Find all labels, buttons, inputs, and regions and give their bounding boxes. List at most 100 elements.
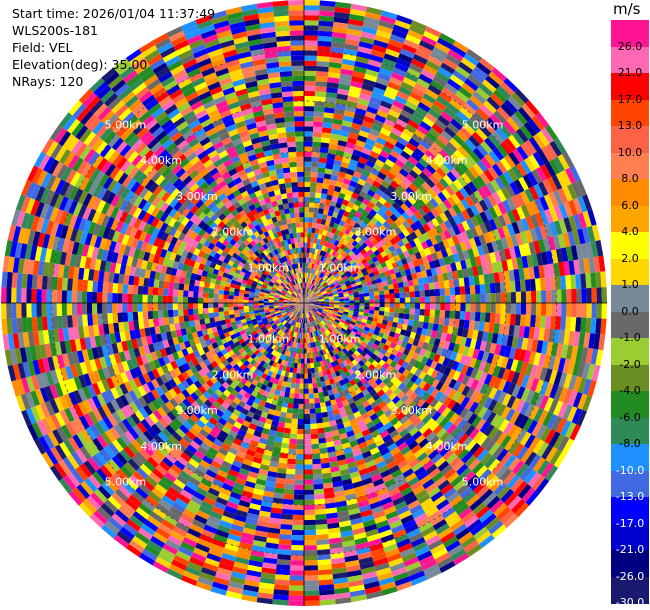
velocity-gate bbox=[338, 296, 345, 300]
velocity-gate bbox=[316, 544, 330, 551]
velocity-gate bbox=[374, 34, 390, 44]
velocity-gate bbox=[562, 404, 573, 421]
velocity-gate bbox=[392, 163, 402, 173]
velocity-gate bbox=[320, 289, 326, 293]
velocity-gate bbox=[328, 260, 334, 267]
velocity-gate bbox=[512, 131, 525, 146]
velocity-gate bbox=[388, 132, 400, 142]
velocity-gate bbox=[279, 534, 292, 540]
velocity-gate bbox=[541, 444, 554, 460]
velocity-gate bbox=[468, 166, 480, 179]
velocity-gate bbox=[347, 213, 355, 220]
velocity-gate bbox=[478, 199, 489, 212]
velocity-gate bbox=[391, 127, 403, 137]
velocity-gate bbox=[334, 11, 350, 19]
velocity-gate bbox=[330, 133, 340, 140]
velocity-gate bbox=[384, 294, 390, 299]
velocity-gate bbox=[328, 293, 334, 297]
velocity-gate bbox=[304, 232, 308, 238]
velocity-gate bbox=[394, 293, 400, 299]
velocity-gate bbox=[426, 343, 434, 352]
velocity-gate bbox=[343, 323, 349, 329]
velocity-gate bbox=[518, 268, 525, 281]
velocity-gate bbox=[407, 248, 415, 256]
velocity-gate bbox=[310, 291, 315, 296]
velocity-gate bbox=[384, 158, 395, 168]
velocity-gate bbox=[325, 278, 331, 283]
velocity-gate bbox=[325, 314, 331, 319]
velocity-gate bbox=[404, 303, 411, 309]
velocity-gate bbox=[292, 514, 304, 521]
velocity-gate bbox=[475, 381, 484, 393]
velocity-gate bbox=[304, 15, 320, 21]
velocity-gate bbox=[516, 206, 526, 220]
velocity-gate bbox=[484, 385, 494, 397]
velocity-gate bbox=[308, 305, 313, 309]
velocity-gate bbox=[304, 186, 311, 193]
velocity-gate bbox=[309, 303, 315, 305]
velocity-gate bbox=[520, 388, 531, 402]
velocity-gate bbox=[304, 429, 311, 435]
velocity-gate bbox=[423, 247, 432, 256]
velocity-gate bbox=[382, 123, 394, 132]
velocity-gate bbox=[395, 271, 402, 279]
velocity-gate bbox=[505, 184, 516, 198]
velocity-gate bbox=[314, 202, 320, 209]
velocity-gate bbox=[310, 285, 315, 290]
velocity-gate bbox=[317, 427, 325, 434]
velocity-gate bbox=[378, 216, 387, 225]
velocity-gate bbox=[426, 220, 436, 230]
velocity-gate bbox=[304, 555, 318, 561]
velocity-gate bbox=[348, 310, 354, 314]
velocity-gate bbox=[309, 202, 315, 208]
velocity-gate bbox=[304, 126, 314, 132]
velocity-gate bbox=[544, 429, 556, 445]
velocity-gate bbox=[595, 349, 604, 366]
velocity-gate bbox=[322, 122, 333, 129]
velocity-gate bbox=[304, 580, 319, 586]
velocity-gate bbox=[465, 229, 474, 240]
velocity-gate bbox=[304, 299, 308, 303]
velocity-gate bbox=[475, 87, 490, 101]
velocity-gate bbox=[329, 283, 335, 288]
velocity-gate bbox=[367, 155, 378, 164]
velocity-gate bbox=[471, 131, 485, 145]
velocity-gate bbox=[281, 508, 294, 515]
velocity-gate bbox=[311, 292, 316, 297]
velocity-gate bbox=[402, 281, 409, 288]
velocity-gate bbox=[529, 228, 539, 242]
velocity-gate bbox=[402, 128, 414, 138]
velocity-gate bbox=[280, 524, 293, 530]
velocity-gate bbox=[339, 243, 346, 250]
velocity-gate bbox=[300, 373, 304, 379]
velocity-gate bbox=[338, 78, 352, 86]
velocity-gate bbox=[342, 289, 348, 293]
velocity-gate bbox=[308, 268, 312, 274]
velocity-gate bbox=[314, 96, 326, 103]
velocity-gate bbox=[304, 393, 309, 399]
velocity-gate bbox=[339, 237, 346, 244]
velocity-gate bbox=[541, 303, 547, 316]
velocity-gate bbox=[304, 101, 315, 107]
velocity-gate bbox=[450, 295, 456, 303]
velocity-gate bbox=[306, 288, 309, 294]
velocity-gate bbox=[312, 131, 322, 138]
velocity-gate bbox=[553, 138, 567, 154]
velocity-gate bbox=[286, 407, 293, 414]
velocity-gate bbox=[310, 258, 314, 264]
velocity-gate bbox=[536, 149, 549, 165]
velocity-gate bbox=[345, 142, 356, 150]
velocity-gate bbox=[378, 196, 387, 205]
velocity-gate bbox=[442, 272, 449, 281]
velocity-gate bbox=[541, 127, 554, 144]
velocity-gate bbox=[412, 201, 422, 211]
velocity-gate bbox=[394, 226, 403, 235]
velocity-gate bbox=[311, 268, 315, 275]
velocity-gate bbox=[470, 368, 479, 379]
velocity-gate bbox=[304, 378, 309, 384]
velocity-gate bbox=[455, 303, 461, 312]
velocity-gate bbox=[344, 305, 350, 308]
velocity-gate bbox=[488, 218, 498, 231]
velocity-gate bbox=[308, 289, 312, 295]
velocity-gate bbox=[357, 287, 364, 292]
